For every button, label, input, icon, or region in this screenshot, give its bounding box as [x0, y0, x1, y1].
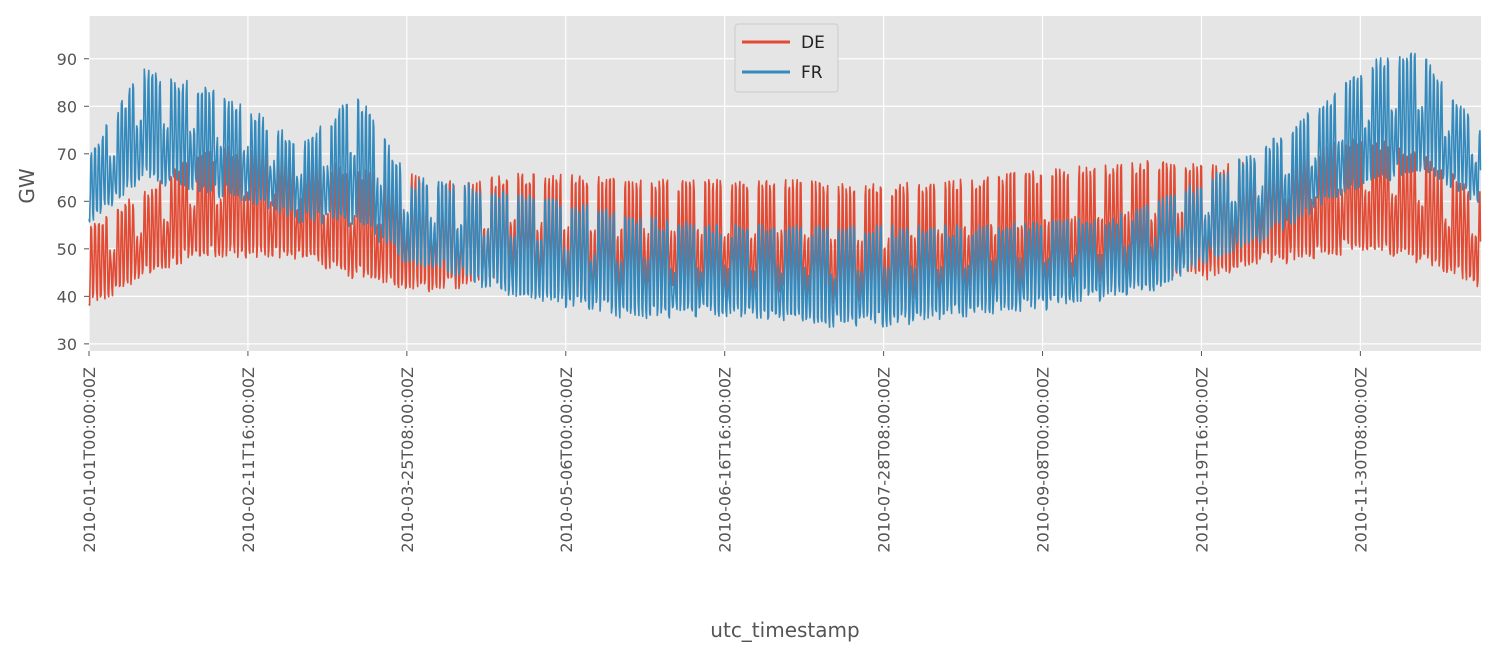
- x-tick-label: 2010-02-11T16:00:00Z: [239, 367, 258, 553]
- series-line-fr: [88, 52, 1482, 328]
- y-tick-label: 80: [57, 97, 77, 116]
- y-tick-label: 90: [57, 50, 77, 69]
- x-tick-label: 2010-10-19T16:00:00Z: [1192, 367, 1211, 553]
- y-tick-label: 50: [57, 240, 77, 259]
- x-tick-label: 2010-11-30T08:00:00Z: [1351, 367, 1370, 553]
- y-tick-label: 40: [57, 287, 77, 306]
- legend-label-de: DE: [801, 33, 825, 53]
- x-axis-title: utc_timestamp: [710, 618, 859, 642]
- y-tick-label: 60: [57, 192, 77, 211]
- x-axis: 2010-01-01T00:00:00Z 2010-02-11T16:00:00Z…: [80, 351, 1370, 553]
- x-tick-label: 2010-09-08T00:00:00Z: [1034, 367, 1053, 553]
- y-axis: 30 40 50 60 70 80 90: [57, 50, 89, 354]
- y-tick-label: 70: [57, 145, 77, 164]
- y-axis-title: GW: [15, 168, 39, 203]
- x-tick-label: 2010-07-28T08:00:00Z: [875, 367, 894, 553]
- series-layer: [88, 52, 1482, 328]
- legend: DE FR: [734, 23, 839, 93]
- y-tick-label: 30: [57, 335, 77, 354]
- x-tick-label: 2010-05-06T00:00:00Z: [557, 367, 576, 553]
- x-tick-label: 2010-03-25T08:00:00Z: [398, 367, 417, 553]
- x-tick-label: 2010-06-16T16:00:00Z: [716, 367, 735, 553]
- x-tick-label: 2010-01-01T00:00:00Z: [80, 367, 99, 553]
- legend-label-fr: FR: [801, 63, 823, 83]
